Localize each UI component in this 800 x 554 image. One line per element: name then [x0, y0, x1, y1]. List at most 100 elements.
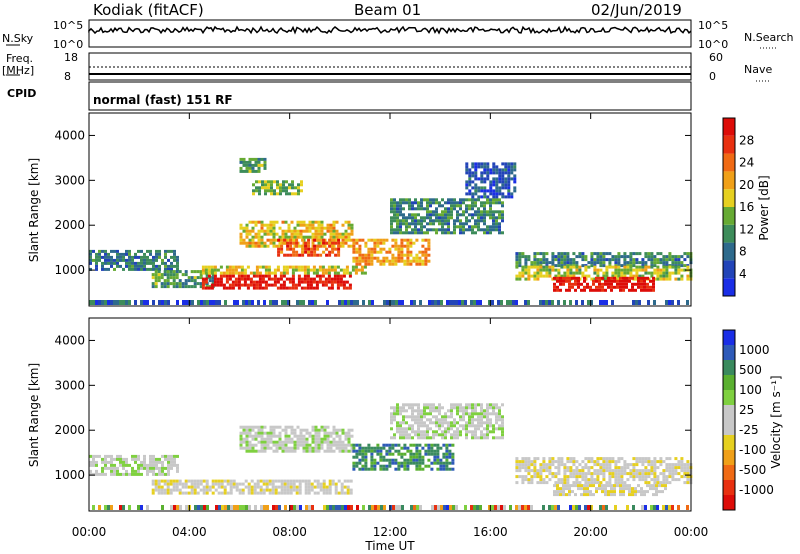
power-colorbar-swatch: [723, 171, 735, 190]
velocity-ytick-label: 3000: [54, 378, 85, 392]
velocity-colorbar-tick: 100: [739, 383, 762, 397]
freq-tick-low: 8: [64, 70, 71, 83]
power-colorbar-swatch: [723, 207, 735, 225]
freq-tick-high: 18: [64, 51, 78, 64]
nsky-tick-high: 10^5: [53, 19, 84, 32]
nsky-tick-low: 10^0: [53, 38, 84, 51]
power-ytick-label: 3000: [54, 173, 85, 187]
power-echo-band: [89, 249, 179, 271]
power-colorbar-tick: 16: [739, 200, 754, 214]
power-ytick-label: 1000: [54, 263, 85, 277]
velocity-colorbar: 1000 500 100 25 -25 -100 -500 -1000: [722, 329, 774, 511]
velocity-colorbar-swatch: [723, 390, 735, 405]
date-title: 02/Jun/2019: [591, 1, 682, 19]
power-colorbar-label: Power [dB]: [757, 175, 771, 240]
x-tick-label: 16:00: [473, 525, 508, 539]
nsearch-tick-low: 10^0: [698, 38, 729, 51]
velocity-colorbar-swatch: [723, 375, 735, 390]
power-colorbar-swatch: [723, 189, 735, 207]
velocity-echo-band: [553, 484, 667, 497]
nave-tick-low: 0: [709, 70, 716, 83]
velocity-colorbar-swatch: [723, 330, 735, 345]
velocity-colorbar-tick: 500: [739, 363, 762, 377]
velocity-echo-band: [239, 425, 354, 453]
velocity-ytick-label: 4000: [54, 333, 85, 347]
velocity-colorbar-label: Velocity [m s⁻¹]: [769, 375, 783, 468]
velocity-colorbar-frame: [722, 329, 736, 511]
cpid-label: CPID: [7, 87, 37, 100]
velocity-ylabel: Slant Range [km]: [27, 363, 41, 467]
power-echo-band: [239, 220, 354, 248]
velocity-echo-band: [515, 457, 693, 485]
x-tick-label: 20:00: [573, 525, 608, 539]
velocity-colorbar-swatch: [723, 360, 735, 375]
power-colorbar-swatch: [723, 118, 735, 136]
x-axis-label: Time UT: [364, 539, 415, 553]
power-ytick-label: 2000: [54, 218, 85, 232]
power-echo-band: [553, 276, 655, 292]
power-colorbar-swatch: [723, 242, 735, 261]
power-colorbar-swatch: [723, 153, 735, 172]
power-colorbar: 4 8 12 16 20 24 28: [722, 117, 754, 297]
velocity-ground-scatter: [92, 505, 689, 510]
freq-label: Freq.: [6, 52, 34, 65]
power-ylabel: Slant Range [km]: [27, 158, 41, 262]
velocity-ytick-label: 1000: [54, 468, 85, 482]
power-colorbar-swatch: [723, 135, 735, 154]
power-echo-band: [239, 157, 267, 173]
power-colorbar-tick: 24: [739, 156, 754, 170]
power-echo-band: [252, 180, 303, 196]
nave-tick-high: 60: [709, 51, 723, 64]
cpid-text: normal (fast) 151 RF: [93, 93, 233, 107]
nave-label: Nave: [744, 63, 773, 76]
velocity-colorbar-tick: -25: [739, 423, 759, 437]
nsky-panel: [88, 19, 692, 48]
velocity-colorbar-tick: -500: [739, 463, 766, 477]
velocity-colorbar-swatch: [723, 465, 735, 480]
velocity-colorbar-tick: 25: [739, 403, 754, 417]
velocity-colorbar-swatch: [723, 435, 735, 450]
power-colorbar-swatch: [723, 278, 735, 296]
station-title: Kodiak (fitACF): [93, 1, 204, 19]
nsky-label: N.Sky: [2, 32, 34, 45]
x-tick-label: 00:00: [72, 525, 107, 539]
power-echo-band: [151, 270, 215, 289]
velocity-colorbar-swatch: [723, 450, 735, 465]
nsky-trace: [88, 25, 692, 35]
nsky-line: [88, 25, 692, 35]
x-tick-label: 12:00: [373, 525, 408, 539]
x-tick-label: 08:00: [272, 525, 307, 539]
power-colorbar-swatch: [723, 224, 735, 243]
power-echo-band: [201, 265, 367, 275]
velocity-heatmap: [89, 403, 693, 510]
power-ground-scatter: [89, 300, 689, 305]
velocity-colorbar-tick: 1000: [739, 343, 770, 357]
power-echo-band: [201, 274, 352, 290]
power-colorbar-tick: 4: [739, 267, 747, 281]
velocity-colorbar-swatch: [723, 405, 735, 420]
power-heatmap: [89, 157, 693, 305]
power-colorbar-tick: 20: [739, 178, 754, 192]
x-tick-label: 04:00: [172, 525, 207, 539]
velocity-colorbar-tick: -1000: [739, 483, 774, 497]
velocity-colorbar-swatch: [723, 420, 735, 435]
velocity-ytick-label: 2000: [54, 423, 85, 437]
velocity-echo-band: [390, 403, 504, 440]
power-colorbar-tick: 8: [739, 245, 747, 259]
power-colorbar-tick: 12: [739, 222, 754, 236]
velocity-echo-band: [151, 479, 353, 495]
nsearch-label: N.Search: [744, 31, 794, 44]
power-echo-band: [465, 162, 517, 199]
x-tick-label: 00:00: [674, 525, 709, 539]
power-colorbar-tick: 28: [739, 133, 754, 147]
velocity-echo-band: [352, 443, 455, 471]
nsearch-tick-high: 10^5: [698, 19, 729, 32]
freq-unit: [MHz]: [2, 64, 35, 77]
velocity-colorbar-tick: -100: [739, 443, 766, 457]
power-echo-band: [515, 252, 693, 268]
cpid-panel: [88, 81, 692, 111]
power-echo-band: [277, 238, 341, 257]
velocity-echo-band: [89, 454, 179, 476]
power-colorbar-swatch: [723, 260, 735, 279]
